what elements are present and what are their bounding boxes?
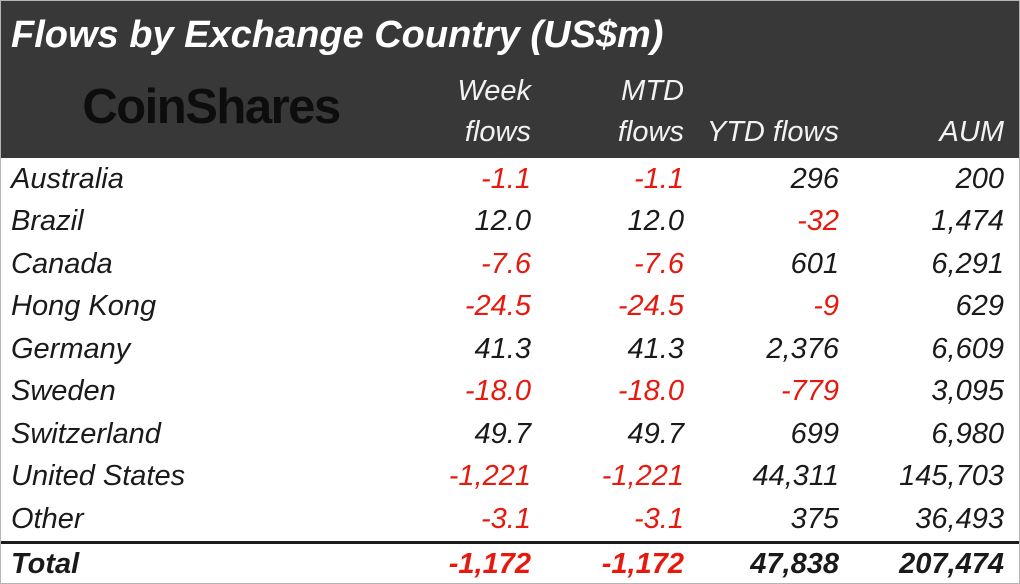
- cell-mtd-flows: -7.6: [634, 247, 684, 280]
- total-row: Total -1,172 -1,172 47,838 207,474: [1, 540, 1019, 584]
- table-row: Germany 41.3 41.3 2,376 6,609: [1, 328, 1019, 371]
- table-row: Canada -7.6 -7.6 601 6,291: [1, 243, 1019, 286]
- cell-mtd-flows: 49.7: [627, 417, 684, 450]
- cell-mtd-flows: -1,172: [601, 547, 684, 580]
- cell-mtd-flows: 41.3: [627, 332, 684, 365]
- cell-mtd-flows: -3.1: [634, 502, 684, 535]
- column-header-ytd-flows: YTD flows: [684, 112, 839, 158]
- cell-country: Switzerland: [11, 417, 161, 450]
- cell-week-flows: -7.6: [481, 247, 531, 280]
- cell-week-flows: -1,172: [448, 547, 531, 580]
- cell-aum: 207,474: [899, 547, 1004, 580]
- column-header-aum: AUM: [839, 112, 1004, 158]
- cell-week-flows: -24.5: [464, 290, 531, 323]
- cell-aum: 36,493: [915, 502, 1004, 535]
- cell-aum: 145,703: [899, 460, 1004, 493]
- column-header-ytd-label: YTD flows: [706, 116, 839, 148]
- cell-week-flows: 49.7: [474, 417, 531, 450]
- page-title: Flows by Exchange Country (US$m): [11, 13, 664, 56]
- cell-ytd-flows: -9: [813, 290, 839, 323]
- cell-week-flows: -1,221: [448, 460, 531, 493]
- cell-mtd-flows: -18.0: [617, 375, 684, 408]
- cell-country: Canada: [11, 247, 113, 280]
- cell-week-flows: 41.3: [474, 332, 531, 365]
- cell-country: Other: [11, 502, 84, 535]
- cell-ytd-flows: 699: [790, 417, 839, 450]
- cell-aum: 629: [955, 290, 1004, 323]
- title-row: Flows by Exchange Country (US$m): [1, 1, 1019, 63]
- column-header-mtd-line1: MTD: [621, 75, 684, 107]
- cell-aum: 6,291: [931, 247, 1004, 280]
- table-row: Hong Kong -24.5 -24.5 -9 629: [1, 286, 1019, 329]
- cell-week-flows: 12.0: [474, 205, 531, 238]
- cell-mtd-flows: -1,221: [601, 460, 684, 493]
- cell-aum: 1,474: [931, 205, 1004, 238]
- column-header-week-line2: flows: [464, 116, 531, 148]
- cell-week-flows: -1.1: [481, 162, 531, 195]
- cell-ytd-flows: 601: [790, 247, 839, 280]
- cell-country: Brazil: [11, 205, 84, 238]
- table-row: United States -1,221 -1,221 44,311 145,7…: [1, 456, 1019, 499]
- cell-ytd-flows: 47,838: [750, 547, 839, 580]
- table-row: Brazil 12.0 12.0 -32 1,474: [1, 201, 1019, 244]
- cell-ytd-flows: 296: [790, 162, 839, 195]
- cell-ytd-flows: 375: [790, 502, 839, 535]
- column-header-mtd-flows: MTD flows: [531, 71, 684, 158]
- table-header: Flows by Exchange Country (US$m) CoinSha…: [1, 1, 1019, 158]
- coinshares-logo: CoinShares: [82, 79, 341, 134]
- cell-mtd-flows: -1.1: [634, 162, 684, 195]
- column-header-row: CoinShares Week flows MTD flows YTD flow…: [1, 63, 1019, 158]
- logo-cell: CoinShares: [1, 63, 421, 158]
- cell-country: Germany: [11, 332, 131, 365]
- cell-ytd-flows: 44,311: [752, 460, 839, 493]
- cell-week-flows: -18.0: [464, 375, 531, 408]
- cell-mtd-flows: -24.5: [617, 290, 684, 323]
- cell-ytd-flows: -32: [797, 205, 839, 238]
- cell-aum: 3,095: [931, 375, 1004, 408]
- table-row: Other -3.1 -3.1 375 36,493: [1, 498, 1019, 541]
- cell-country: Australia: [11, 162, 124, 195]
- cell-ytd-flows: 2,376: [766, 332, 839, 365]
- table-row: Australia -1.1 -1.1 296 200: [1, 158, 1019, 201]
- table-body: Australia -1.1 -1.1 296 200 Brazil 12.0 …: [1, 158, 1019, 584]
- cell-aum: 200: [955, 162, 1004, 195]
- column-header-mtd-line2: flows: [617, 116, 684, 148]
- cell-country: Total: [11, 547, 80, 580]
- cell-aum: 6,609: [931, 332, 1004, 365]
- table-row: Switzerland 49.7 49.7 699 6,980: [1, 413, 1019, 456]
- cell-mtd-flows: 12.0: [627, 205, 684, 238]
- table-row: Sweden -18.0 -18.0 -779 3,095: [1, 371, 1019, 414]
- cell-aum: 6,980: [931, 417, 1004, 450]
- cell-week-flows: -3.1: [481, 502, 531, 535]
- column-header-aum-label: AUM: [939, 116, 1004, 148]
- cell-ytd-flows: -779: [780, 375, 839, 408]
- cell-country: Hong Kong: [11, 290, 157, 323]
- cell-country: Sweden: [11, 375, 116, 408]
- column-header-week-flows: Week flows: [421, 71, 531, 158]
- cell-country: United States: [11, 460, 186, 493]
- column-header-week-line1: Week: [457, 75, 531, 107]
